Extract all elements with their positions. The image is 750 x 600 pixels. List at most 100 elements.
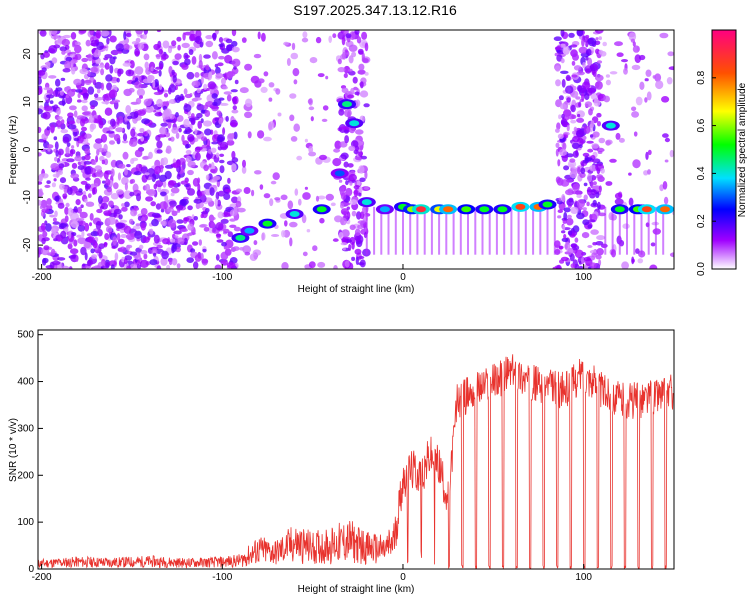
streak	[402, 206, 404, 255]
colorbar-tick-label: 0.6	[696, 118, 707, 132]
noise-blob	[204, 128, 212, 136]
noise-blob	[42, 257, 49, 264]
noise-blob	[164, 170, 172, 180]
noise-blob	[105, 151, 112, 158]
noise-blob	[349, 31, 356, 41]
noise-blob	[162, 157, 169, 166]
ridge-point	[334, 170, 345, 177]
streak	[510, 206, 513, 255]
noise-blob	[580, 167, 586, 174]
noise-blob	[121, 206, 128, 212]
noise-blob	[286, 58, 291, 66]
noise-blob	[210, 222, 216, 229]
noise-blob	[59, 90, 64, 96]
noise-blob	[63, 186, 69, 194]
noise-blob	[628, 197, 634, 206]
noise-blob	[615, 132, 621, 140]
ridge-point	[641, 206, 652, 213]
noise-blob	[351, 256, 356, 261]
noise-blob	[220, 251, 229, 260]
spectrogram-noise	[38, 30, 674, 269]
noise-blob	[666, 77, 673, 85]
noise-blob	[137, 109, 146, 116]
noise-blob	[77, 206, 82, 214]
noise-blob	[190, 113, 195, 118]
noise-blob	[210, 105, 220, 110]
noise-blob	[225, 38, 233, 44]
noise-blob	[585, 48, 592, 56]
noise-blob	[144, 183, 151, 192]
noise-blob	[89, 30, 95, 36]
streak	[423, 206, 426, 255]
noise-blob	[55, 87, 59, 97]
noise-blob	[70, 220, 79, 228]
noise-blob	[591, 252, 598, 258]
noise-blob	[662, 181, 668, 190]
noise-blob	[61, 38, 70, 47]
noise-blob	[103, 170, 109, 180]
ridge-point	[660, 206, 670, 213]
noise-blob	[359, 90, 369, 98]
noise-blob	[134, 81, 142, 89]
noise-blob	[180, 198, 189, 206]
noise-blob	[263, 136, 272, 142]
y-tick-label: -10	[22, 190, 33, 205]
noise-blob	[129, 263, 138, 269]
noise-blob	[158, 84, 163, 90]
noise-blob	[654, 73, 662, 82]
noise-blob	[583, 194, 588, 201]
noise-blob	[596, 147, 605, 153]
noise-blob	[564, 241, 571, 251]
noise-blob	[561, 230, 566, 234]
noise-blob	[221, 77, 226, 85]
noise-blob	[80, 246, 87, 256]
noise-blob	[62, 136, 70, 144]
noise-blob	[53, 178, 57, 182]
noise-blob	[80, 78, 85, 87]
noise-blob	[58, 223, 68, 228]
noise-blob	[271, 234, 280, 237]
noise-blob	[110, 159, 117, 168]
noise-blob	[344, 109, 352, 118]
noise-blob	[345, 180, 349, 186]
noise-blob	[46, 180, 51, 185]
noise-blob	[635, 248, 640, 254]
noise-blob	[98, 120, 104, 129]
noise-blob	[124, 168, 128, 176]
noise-blob	[38, 70, 46, 76]
noise-blob	[140, 208, 148, 216]
noise-blob	[183, 237, 188, 246]
noise-blob	[208, 71, 213, 81]
noise-blob	[195, 30, 202, 38]
noise-blob	[134, 230, 143, 239]
noise-blob	[354, 228, 361, 236]
noise-blob	[270, 180, 277, 185]
noise-blob	[167, 120, 172, 129]
noise-blob	[635, 96, 643, 106]
noise-blob	[149, 228, 154, 235]
noise-blob	[562, 219, 567, 224]
noise-blob	[614, 192, 623, 200]
noise-blob	[140, 136, 145, 142]
noise-blob	[298, 198, 302, 206]
noise-blob	[84, 222, 90, 232]
ridge-point	[361, 199, 372, 206]
noise-blob	[44, 130, 50, 137]
noise-blob	[211, 141, 219, 145]
noise-blob	[153, 91, 163, 96]
noise-blob	[99, 206, 105, 210]
noise-blob	[330, 202, 336, 207]
noise-blob	[126, 164, 131, 168]
noise-blob	[667, 51, 674, 57]
noise-blob	[194, 128, 198, 135]
noise-blob	[337, 67, 346, 73]
noise-blob	[332, 158, 342, 167]
noise-blob	[583, 256, 591, 262]
noise-blob	[96, 88, 101, 94]
noise-blob	[43, 87, 52, 91]
noise-blob	[584, 101, 593, 108]
streak	[604, 206, 607, 255]
figure-title: S197.2025.347.13.12.R16	[293, 2, 457, 18]
noise-blob	[349, 199, 358, 206]
noise-blob	[41, 237, 46, 245]
